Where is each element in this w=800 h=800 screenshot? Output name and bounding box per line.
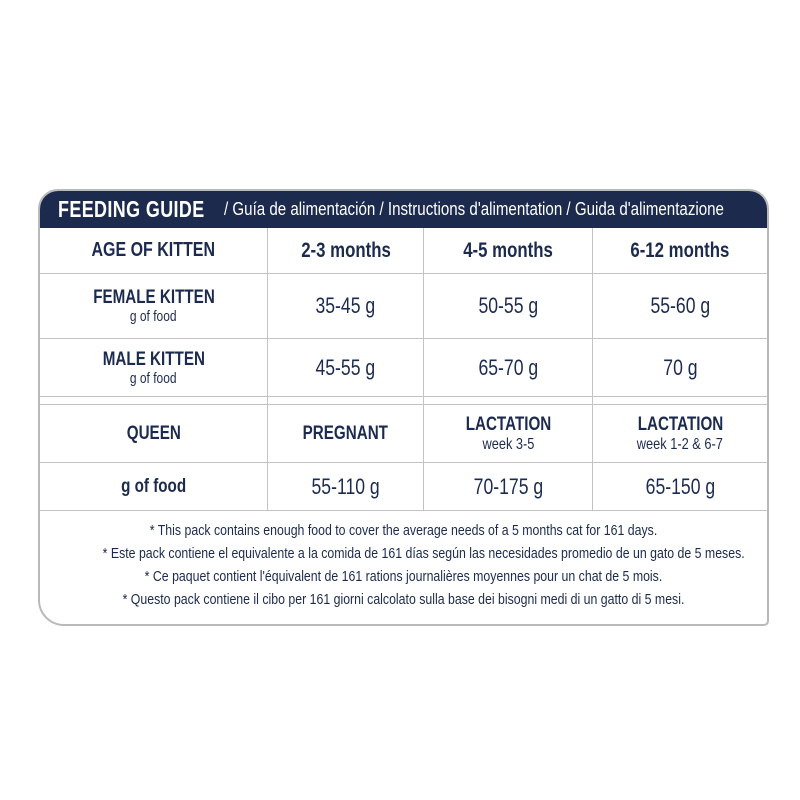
footnote-french: * Ce paquet contient l'équivalent de 161… [144,569,663,585]
age-of-kitten-header-cell: AGE OF KITTEN [40,228,269,274]
section-separator [424,396,594,405]
female-kitten-value-6-12: 55-60 g [593,274,767,339]
footnote-english: * This pack contains enough food to cove… [149,523,658,539]
feeding-guide-table: AGE OF KITTEN 2-3 months 4-5 months 6-12… [40,228,767,624]
feeding-guide-title: FEEDING GUIDE [58,196,205,222]
queen-g-of-food-label: g of food [121,476,187,497]
feeding-guide-title-bar: FEEDING GUIDE / Guía de alimentación / I… [40,191,767,228]
queen-value-lactation-week-3-5: 70-175 g [424,463,594,511]
queen-column-lactation-week-1-2-6-7: LACTATION week 1-2 & 6-7 [593,405,767,463]
feeding-guide-subtitle: / Guía de alimentación / Instructions d'… [223,199,724,219]
age-column-2-3-months: 2-3 months [268,228,425,274]
male-kitten-sublabel: g of food [130,369,177,387]
age-of-kitten-label: AGE OF KITTEN [91,239,216,261]
female-kitten-label: FEMALE KITTEN [92,287,215,308]
female-kitten-value-4-5: 50-55 g [424,274,594,339]
queen-label: QUEEN [126,422,181,444]
footnote-italian: * Questo pack contiene il cibo per 161 g… [122,592,685,608]
female-kitten-label-cell: FEMALE KITTEN g of food [40,274,269,339]
male-kitten-label: MALE KITTEN [102,348,205,370]
male-kitten-value-6-12: 70 g [662,354,698,380]
male-kitten-value-4-5: 65-70 g [424,339,594,396]
queen-value-pregnant: 55-110 g [268,463,425,511]
section-separator [593,396,767,405]
queen-column-lactation-week-3-5: LACTATION week 3-5 [424,405,594,463]
footnote-spanish: * Este pack contiene el equivalente a la… [102,546,745,562]
queen-g-of-food-label-cell: g of food [40,463,269,511]
queen-value-lactation-week-1-2-6-7: 65-150 g [593,463,767,511]
female-kitten-sublabel: g of food [130,308,177,325]
age-column-6-12-months: 6-12 months [593,228,767,274]
male-kitten-value-2-3: 45-55 g [268,339,425,396]
queen-header-cell: QUEEN [40,405,269,463]
feeding-guide-panel: FEEDING GUIDE / Guía de alimentación / I… [38,189,769,626]
section-separator [268,396,425,405]
footnotes: * This pack contains enough food to cove… [40,511,767,624]
female-kitten-value-2-3: 35-45 g [268,274,425,339]
male-kitten-label-cell: MALE KITTEN g of food [40,339,269,396]
queen-column-pregnant: PREGNANT [268,405,425,463]
age-column-4-5-months: 4-5 months [424,228,594,274]
section-separator [40,396,269,405]
